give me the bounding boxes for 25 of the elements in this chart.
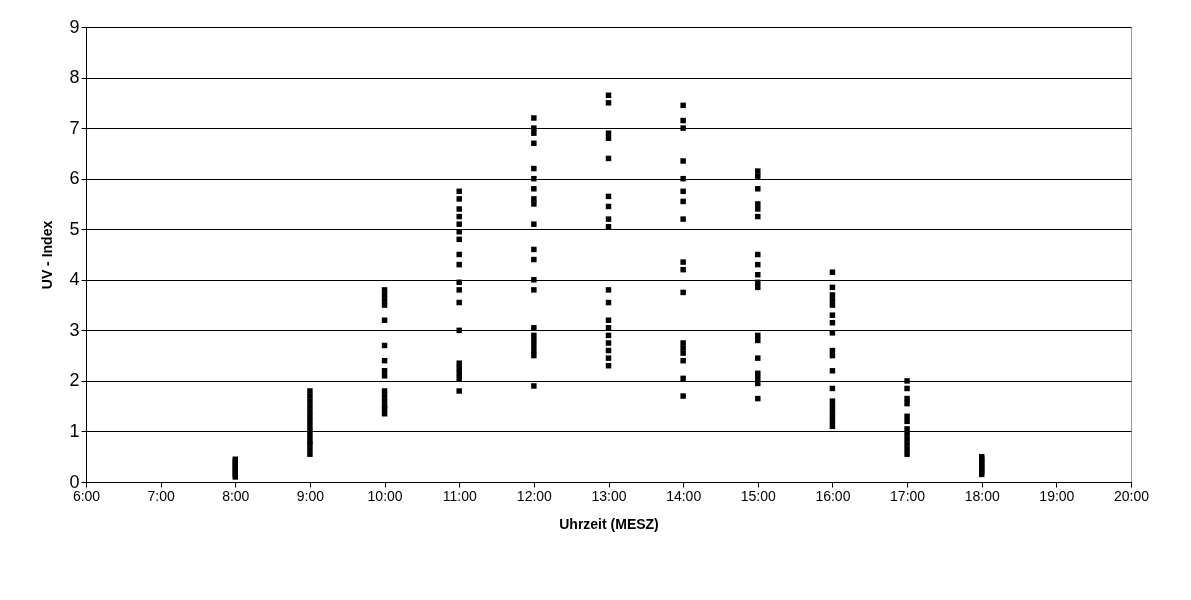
x-axis-title: Uhrzeit (MESZ) — [559, 515, 659, 532]
y-tick-label: 8 — [69, 67, 80, 88]
x-tick-label: 10:00 — [367, 487, 403, 504]
y-tick-label: 6 — [69, 168, 80, 189]
x-tick-label: 8:00 — [222, 487, 250, 504]
x-tick-label: 13:00 — [591, 487, 627, 504]
x-tick-label: 19:00 — [1039, 487, 1075, 504]
y-tick-label: 2 — [69, 370, 80, 391]
y-axis-title: UV - Index — [39, 220, 56, 290]
x-tick-label: 9:00 — [296, 487, 325, 504]
y-tick-label: 7 — [69, 117, 80, 138]
y-tick-label: 4 — [69, 269, 80, 290]
x-tick-label: 14:00 — [666, 487, 702, 504]
x-tick-label: 15:00 — [740, 487, 777, 504]
x-tick-label: 11:00 — [442, 487, 477, 504]
x-tick-label: 12:00 — [516, 487, 553, 504]
x-tick-label: 20:00 — [1113, 487, 1150, 504]
x-tick-label: 17:00 — [890, 487, 926, 504]
y-tick-label: 5 — [69, 218, 80, 239]
y-tick-label: 3 — [69, 319, 80, 340]
x-tick-label: 7:00 — [147, 487, 175, 504]
x-tick-label: 16:00 — [815, 487, 851, 504]
x-tick-label: 18:00 — [964, 487, 1000, 504]
y-tick-label: 1 — [69, 420, 80, 441]
y-tick-label: 9 — [69, 16, 80, 37]
